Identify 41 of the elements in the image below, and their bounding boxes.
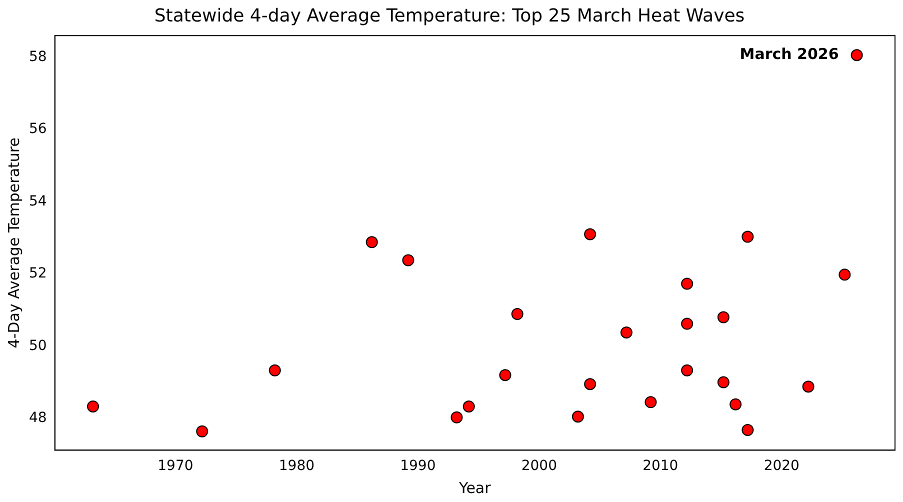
point — [402, 254, 414, 266]
point — [462, 400, 475, 412]
point — [850, 49, 863, 62]
y-tick-label: 52 — [28, 266, 47, 282]
point — [802, 380, 814, 393]
point — [742, 230, 754, 243]
point — [681, 364, 694, 376]
x-tick-label: 2020 — [764, 458, 800, 474]
point — [681, 318, 694, 330]
point — [511, 308, 524, 320]
x-tick-label: 2010 — [642, 458, 678, 474]
y-tick-label: 50 — [28, 338, 47, 354]
y-tick-label: 58 — [28, 48, 47, 65]
annotation: March 2026 — [740, 44, 839, 63]
point — [196, 425, 208, 438]
point — [87, 400, 100, 412]
y-axis-title: 4-Day Average Temperature — [4, 138, 23, 348]
chart-title: Statewide 4-day Average Temperature: Top 25 March Heat Waves — [154, 5, 745, 26]
point — [584, 378, 596, 390]
point — [730, 398, 742, 410]
x-tick-label: 2000 — [521, 458, 557, 474]
point — [644, 396, 657, 408]
point — [717, 376, 730, 388]
y-tick-label: 48 — [28, 410, 47, 426]
point — [717, 311, 730, 324]
point — [268, 364, 281, 376]
point — [572, 410, 584, 423]
point — [742, 424, 754, 436]
point — [584, 228, 596, 240]
point — [681, 278, 694, 290]
x-tick-label: 1970 — [158, 458, 194, 474]
x-tick-label: 1980 — [278, 458, 315, 474]
x-tick-label: 1990 — [400, 458, 436, 474]
point — [620, 326, 632, 338]
x-axis-title: Year — [458, 478, 492, 497]
point — [499, 369, 512, 382]
point — [838, 268, 851, 281]
y-tick-label: 56 — [28, 121, 47, 138]
point — [366, 236, 378, 248]
point — [450, 411, 463, 424]
y-tick-label: 54 — [28, 193, 47, 210]
